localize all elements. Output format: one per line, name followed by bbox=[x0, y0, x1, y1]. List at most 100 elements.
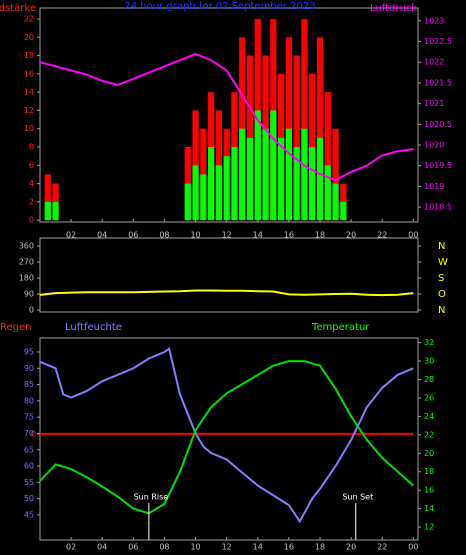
y-tick-label: 4 bbox=[29, 179, 34, 188]
x-tick-label: 20 bbox=[346, 231, 356, 240]
x-tick-label: 10 bbox=[190, 543, 200, 552]
x-tick-label: 22 bbox=[377, 231, 387, 240]
bar bbox=[208, 147, 215, 221]
y-tick-label: 30 bbox=[424, 357, 434, 366]
y-tick-label: 95 bbox=[24, 348, 34, 357]
line bbox=[39, 360, 414, 515]
y-tick-label: 1022 bbox=[424, 58, 444, 67]
chart-title: 24 hour graph for 07 September 2023 bbox=[124, 1, 315, 12]
y-tick-label: 2 bbox=[29, 197, 34, 206]
y-tick-label: 20 bbox=[24, 33, 34, 42]
frame bbox=[39, 237, 419, 313]
y-tick-label: 1022.5 bbox=[424, 37, 452, 46]
x-tick-label: 12 bbox=[222, 231, 232, 240]
y-tick-label: 1019 bbox=[424, 182, 444, 191]
bar bbox=[316, 37, 324, 221]
y-tick-label: 270 bbox=[19, 258, 34, 267]
y-tick-label: 0 bbox=[29, 216, 34, 225]
x-tick-label: 14 bbox=[253, 543, 263, 552]
axis-label: Luftfeuchte bbox=[65, 322, 122, 333]
y-tick-label: 1023 bbox=[424, 16, 444, 25]
bar bbox=[239, 128, 246, 221]
bar bbox=[332, 128, 339, 221]
annotation: Sun Set bbox=[342, 493, 373, 502]
x-tick-label: 04 bbox=[97, 231, 107, 240]
x-tick-label: 18 bbox=[315, 231, 325, 240]
y-tick-label: 26 bbox=[424, 393, 434, 402]
axis-label: Luftdruck bbox=[370, 3, 417, 14]
y-tick-label: 10 bbox=[24, 124, 34, 133]
x-tick-label: 04 bbox=[97, 543, 107, 552]
y-tick-label: 180 bbox=[19, 274, 34, 283]
y-tick-label: 24 bbox=[424, 412, 434, 421]
bar bbox=[231, 147, 238, 221]
axis-label: Temperatur bbox=[311, 322, 370, 333]
y-tick-label: 12 bbox=[24, 106, 34, 115]
y-tick-label: 90 bbox=[24, 364, 34, 373]
x-tick-label: 22 bbox=[377, 543, 387, 552]
bar bbox=[223, 156, 230, 221]
y-tick-label: 65 bbox=[24, 445, 34, 454]
y-tick-label: 20 bbox=[424, 449, 434, 458]
y-tick-label: 55 bbox=[24, 478, 34, 487]
bar bbox=[200, 128, 207, 221]
bar bbox=[293, 147, 300, 221]
y-tick-label: 18 bbox=[424, 467, 434, 476]
y-tick-label: 45 bbox=[24, 510, 34, 519]
y-tick-label: 360 bbox=[19, 242, 34, 251]
y-tick-label: 75 bbox=[24, 413, 34, 422]
bar bbox=[262, 128, 269, 221]
x-tick-label: 02 bbox=[66, 231, 76, 240]
y-tick-label: 28 bbox=[424, 375, 434, 384]
bar bbox=[270, 110, 277, 221]
bar bbox=[285, 128, 292, 221]
bar bbox=[309, 147, 316, 221]
x-tick-label: 00 bbox=[408, 543, 418, 552]
bar bbox=[246, 137, 254, 221]
y-tick-label: N bbox=[438, 305, 445, 316]
x-tick-label: 06 bbox=[128, 231, 138, 240]
bar bbox=[278, 137, 285, 221]
frame bbox=[39, 337, 419, 541]
y-tick-label: 16 bbox=[24, 69, 34, 78]
bar bbox=[44, 174, 51, 221]
x-tick-label: 00 bbox=[408, 231, 418, 240]
line bbox=[39, 289, 414, 297]
y-tick-label: 1021.5 bbox=[424, 78, 452, 87]
y-tick-label: 60 bbox=[24, 462, 34, 471]
y-tick-label: 32 bbox=[424, 338, 434, 347]
y-tick-label: 12 bbox=[424, 523, 434, 532]
y-tick-label: 90 bbox=[24, 290, 34, 299]
y-tick-label: N bbox=[438, 241, 445, 252]
y-tick-label: 1020.5 bbox=[424, 120, 452, 129]
bar bbox=[254, 110, 261, 221]
x-tick-label: 14 bbox=[253, 231, 263, 240]
y-tick-label: 6 bbox=[29, 161, 34, 170]
bar bbox=[324, 92, 331, 221]
bar bbox=[192, 165, 199, 221]
y-tick-label: 1019.5 bbox=[424, 161, 452, 170]
y-tick-label: 50 bbox=[24, 494, 34, 503]
y-tick-label: 22 bbox=[24, 14, 34, 23]
y-tick-label: 14 bbox=[424, 504, 434, 513]
bar bbox=[200, 174, 207, 221]
bar bbox=[184, 183, 191, 221]
bar bbox=[215, 165, 222, 221]
x-tick-label: 16 bbox=[284, 543, 294, 552]
y-tick-label: 1020 bbox=[424, 141, 444, 150]
y-tick-label: O bbox=[438, 289, 446, 300]
y-tick-label: W bbox=[438, 257, 448, 268]
bar bbox=[324, 165, 331, 221]
y-tick-label: 8 bbox=[29, 143, 34, 152]
x-tick-label: 08 bbox=[159, 543, 169, 552]
bar bbox=[316, 137, 324, 221]
y-tick-label: 0 bbox=[31, 429, 36, 438]
x-tick-label: 20 bbox=[346, 543, 356, 552]
x-tick-label: 10 bbox=[190, 231, 200, 240]
y-tick-label: 16 bbox=[424, 486, 434, 495]
bar bbox=[332, 183, 339, 221]
y-tick-label: 14 bbox=[24, 88, 34, 97]
y-tick-label: 18 bbox=[24, 51, 34, 60]
